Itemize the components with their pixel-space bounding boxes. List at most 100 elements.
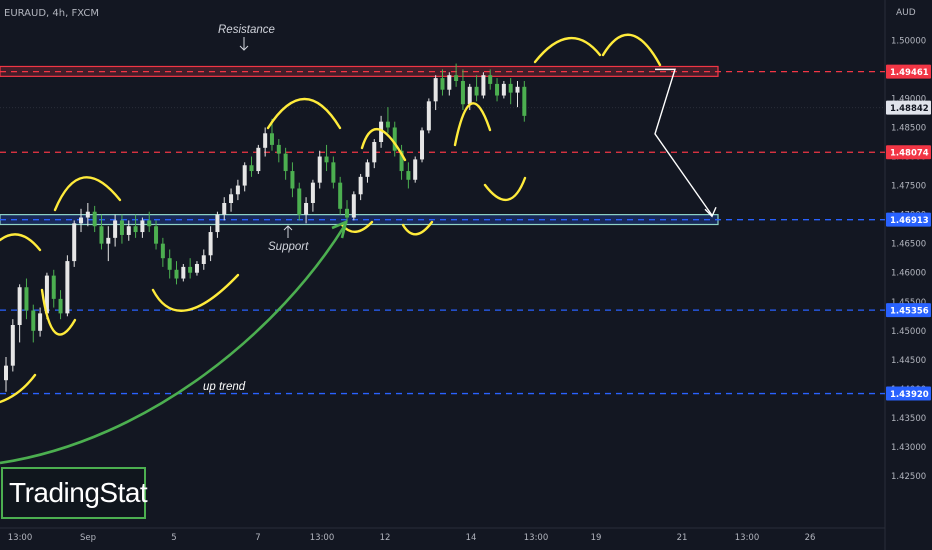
time-tick-label: 5 [171, 533, 176, 543]
price-level-tag-label: 1.49461 [890, 68, 929, 78]
candle-body [249, 165, 254, 172]
candle-body [106, 237, 111, 244]
price-level-tag [886, 212, 931, 227]
candle-body [222, 203, 227, 215]
price-tick-label: 1.45500 [891, 298, 926, 308]
candle-body [24, 287, 29, 311]
candle-body [474, 86, 479, 96]
candle-body [133, 226, 138, 233]
candle-body [515, 86, 520, 93]
candle-body [160, 243, 165, 259]
time-tick-label: 13:00 [8, 533, 33, 543]
price-tick-label: 1.48500 [891, 123, 926, 133]
time-tick-label: 19 [591, 533, 602, 543]
candle-body [420, 130, 425, 160]
candle-body [454, 75, 459, 81]
time-tick-label: 13:00 [524, 533, 549, 543]
brand-logo: TradingStat [1, 467, 148, 519]
projection-arrowhead [704, 206, 717, 218]
candle-body [113, 220, 118, 238]
candle-body [242, 165, 247, 186]
highlight-arc [0, 233, 42, 252]
highlight-arc [360, 128, 407, 162]
candle-body [181, 266, 186, 279]
candle-body [51, 275, 56, 299]
candle-body [201, 255, 206, 264]
price-tick-label: 1.43500 [891, 414, 926, 424]
candle-body [310, 182, 315, 203]
support-label: Support [268, 241, 309, 253]
candle-body [481, 75, 486, 96]
time-tick-label: 12 [380, 533, 391, 543]
price-level-tag [886, 386, 931, 401]
price-level-lines [0, 70, 885, 395]
candle-body [256, 147, 261, 172]
candle-body [413, 159, 418, 180]
time-tick-label: Sep [80, 533, 96, 543]
candle-body [269, 133, 274, 145]
candle-body [522, 86, 527, 116]
trend-arrowhead [331, 219, 348, 239]
highlight-arc [601, 33, 662, 67]
price-level-tag-label: 1.48074 [890, 149, 929, 159]
candle-body [208, 232, 213, 256]
price-level-tag [886, 100, 931, 115]
price-level-tag-label: 1.43920 [890, 390, 929, 400]
candle-body [65, 261, 70, 314]
highlight-arc [0, 373, 37, 404]
highlight-arc [266, 98, 342, 130]
price-level-tag-label: 1.46913 [890, 216, 929, 226]
trend-arrow [0, 224, 347, 465]
candle-body [119, 220, 124, 235]
price-level-tag-label: 1.48842 [890, 104, 929, 114]
highlight-arc [483, 176, 527, 202]
candle-body [58, 298, 63, 314]
highlight-arc [53, 176, 122, 212]
candle-body [324, 156, 329, 163]
projection-path [654, 68, 713, 216]
price-tick-label: 1.44500 [891, 356, 926, 366]
highlight-arc [453, 102, 492, 147]
candle-body [317, 156, 322, 183]
candle-body [501, 83, 506, 96]
highlight-arc [401, 220, 434, 236]
time-tick-label: 13:00 [310, 533, 335, 543]
candle-body [79, 217, 84, 224]
candle-body [263, 133, 268, 148]
candle-body [351, 194, 356, 218]
trend-label: up trend [203, 381, 246, 393]
time-tick-label: 13:00 [735, 533, 760, 543]
candle-body [358, 176, 363, 195]
candle-body [147, 220, 152, 227]
candle-body [10, 325, 15, 366]
candle-body [276, 144, 281, 154]
candle-body [372, 142, 377, 163]
time-tick-label: 21 [677, 533, 688, 543]
candle-body [4, 365, 8, 381]
candle-body [31, 310, 36, 331]
candle-body [283, 153, 288, 172]
highlight-arc [151, 273, 240, 312]
candle-series [4, 63, 527, 392]
price-level-tag [886, 64, 931, 79]
candle-body [229, 194, 234, 203]
candle-body [174, 269, 179, 279]
price-tick-label: 1.50000 [891, 36, 926, 46]
candle-body [140, 220, 145, 233]
candle-body [426, 101, 431, 131]
candle-body [85, 211, 90, 218]
support-pointer [283, 225, 293, 238]
candle-body [495, 83, 500, 96]
symbol-title: EURAUD, 4h, FXCM [4, 8, 99, 19]
candle-body [440, 78, 445, 90]
candle-body [126, 226, 131, 235]
time-axis[interactable]: 13:00 Sep 5 7 13:00 12 14 13:00 19 21 13:00 26 [8, 533, 816, 543]
price-tick-label: 1.49000 [891, 94, 926, 104]
candle-body [215, 214, 220, 233]
candle-body [38, 313, 43, 331]
resistance-pointer [239, 37, 249, 51]
candle-body [304, 203, 309, 215]
price-axis[interactable]: 1.500001.495001.490001.485001.480001.475… [886, 36, 931, 482]
